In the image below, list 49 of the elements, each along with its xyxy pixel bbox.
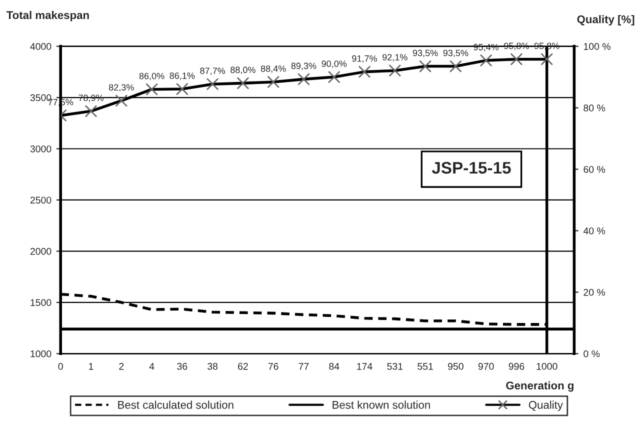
data-label: 91,7% [352, 55, 377, 63]
x-tick-label: 76 [268, 362, 278, 370]
data-label: 87,7% [200, 68, 226, 76]
y-tick-label: 2500 [30, 196, 52, 204]
x-tick-label: 36 [177, 362, 188, 370]
x-tick-label: 950 [448, 362, 464, 370]
legend-label: Best calculated solution [118, 400, 234, 409]
x-tick-label: 2 [119, 362, 124, 370]
data-label: 93,5% [412, 50, 438, 58]
x-tick-label: 996 [508, 362, 524, 370]
x-tick-label: 62 [238, 362, 248, 370]
y2-tick-label: 100 % [584, 43, 610, 50]
y2-tick-label: 20 % [584, 288, 606, 296]
data-label: 92,1% [382, 54, 408, 62]
y-tick-label: 4000 [30, 43, 52, 50]
data-label: 89,3% [291, 62, 316, 70]
x-tick-label: 4 [149, 363, 154, 370]
data-label: 88,0% [230, 66, 256, 74]
legend-label: Quality [528, 400, 563, 411]
y-tick-label: 1500 [30, 299, 52, 306]
legend-label: Best known solution [332, 400, 430, 409]
x-tick-label: 77 [298, 363, 309, 370]
y-axis-title: Total makespan [6, 10, 89, 22]
x-tick-label: 38 [208, 362, 218, 370]
y-tick-label: 3000 [30, 145, 52, 152]
y-tick-label: 2000 [30, 248, 52, 255]
x-tick-label: 970 [478, 362, 494, 370]
x-axis-title: Generation g [506, 381, 574, 392]
data-label: 93,5% [443, 50, 468, 58]
x-tick-label: 0 [58, 362, 63, 370]
y2-axis-title: Quality [%] [577, 15, 634, 26]
x-tick-label: 174 [357, 363, 372, 370]
x-tick-label: 84 [329, 362, 340, 370]
data-label: 82,3% [108, 84, 134, 92]
x-tick-label: 1000 [536, 362, 558, 370]
y-tick-label: 1000 [30, 350, 52, 358]
y2-tick-label: 80 % [584, 104, 606, 112]
x-tick-label: 551 [418, 363, 433, 370]
y2-tick-label: 40 % [583, 227, 606, 234]
data-label: 90,0% [322, 60, 347, 68]
x-tick-label: 1 [89, 363, 94, 370]
data-label: 88,4% [260, 65, 286, 73]
data-label: 86,0% [139, 72, 164, 80]
x-tick-label: 531 [387, 362, 403, 370]
y2-tick-label: 60 % [584, 166, 606, 173]
annotation: JSP-15-15 [432, 162, 511, 174]
y-tick-label: 3500 [30, 94, 52, 102]
data-label: 86,1% [170, 72, 195, 80]
y2-tick-label: 0 % [584, 350, 600, 358]
